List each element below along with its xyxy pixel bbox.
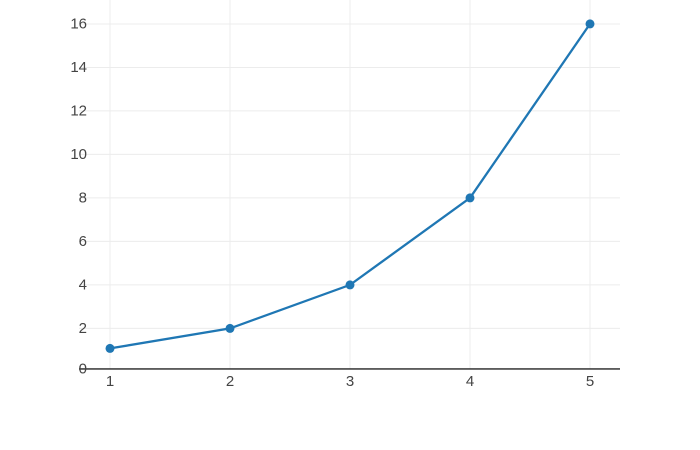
- svg-text:14: 14: [70, 59, 87, 76]
- svg-text:16: 16: [70, 16, 87, 33]
- svg-text:2: 2: [226, 373, 234, 390]
- svg-text:2: 2: [79, 320, 87, 337]
- svg-text:4: 4: [466, 373, 474, 390]
- svg-text:10: 10: [70, 146, 87, 163]
- svg-text:1: 1: [106, 373, 114, 390]
- svg-text:4: 4: [79, 276, 87, 293]
- svg-text:0: 0: [79, 360, 87, 377]
- svg-text:3: 3: [346, 373, 354, 390]
- svg-text:8: 8: [79, 189, 87, 206]
- svg-text:12: 12: [70, 102, 87, 119]
- svg-text:5: 5: [586, 373, 594, 390]
- svg-text:6: 6: [79, 233, 87, 250]
